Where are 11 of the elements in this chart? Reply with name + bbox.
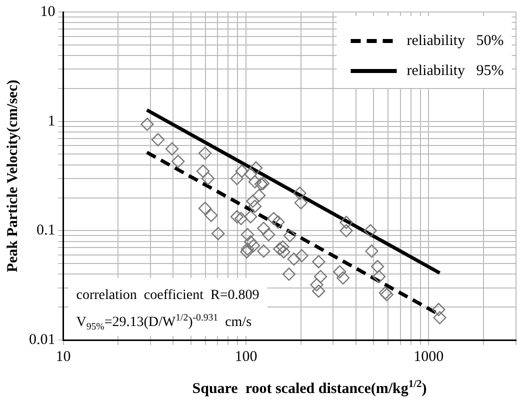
x-tick-label: 1000 (414, 348, 444, 365)
annotation: correlation coefficient R=0.809 (76, 288, 260, 303)
y-tick-label: 10 (40, 4, 56, 20)
legend-label: reliability 50% (406, 32, 504, 49)
x-tick-label: 10 (56, 348, 71, 365)
y-tick-label: 0.1 (36, 222, 56, 239)
legend-label: reliability 95% (406, 62, 504, 79)
y-tick-label: 0.01 (29, 332, 56, 348)
y-axis-title: Peak Particle Velocity(cm/sec) (4, 80, 21, 272)
x-tick-label: 100 (234, 348, 258, 365)
y-tick-label: 1 (48, 113, 56, 130)
